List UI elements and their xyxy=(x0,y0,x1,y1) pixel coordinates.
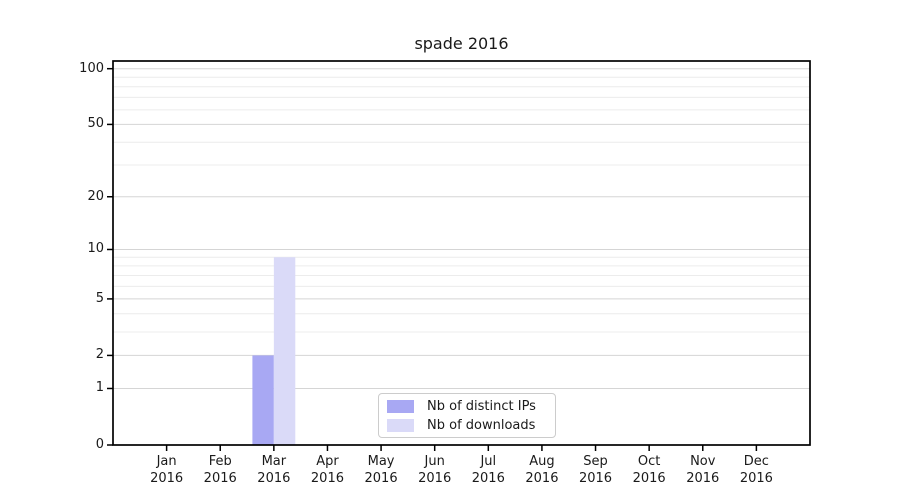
x-tick-label: Nov 2016 xyxy=(686,454,720,486)
chart-title: spade 2016 xyxy=(414,34,509,53)
x-tick-label: Apr 2016 xyxy=(310,454,344,486)
y-tick-label: 2 xyxy=(95,347,104,363)
x-tick-label: Aug 2016 xyxy=(525,454,559,486)
y-tick-label: 1 xyxy=(95,380,104,396)
bar-nb-of-downloads xyxy=(273,257,296,445)
bars xyxy=(252,257,296,445)
x-tick-label: Mar 2016 xyxy=(257,454,291,486)
x-tick-label: May 2016 xyxy=(364,454,398,486)
x-tick-label: Jul 2016 xyxy=(471,454,505,486)
legend-item-distinct-ips: Nb of distinct IPs xyxy=(387,399,549,414)
y-tick-label: 50 xyxy=(87,116,104,132)
y-tick-label: 5 xyxy=(95,290,104,306)
legend: Nb of distinct IPs Nb of downloads xyxy=(378,393,556,438)
y-tick-label: 100 xyxy=(79,60,104,76)
minor-gridlines xyxy=(113,76,810,333)
x-tick-label: Dec 2016 xyxy=(739,454,773,486)
bar-nb-of-distinct-ips xyxy=(252,355,274,445)
plot-border xyxy=(112,60,811,446)
y-tick-label: 0 xyxy=(95,437,104,452)
x-tick-label: Sep 2016 xyxy=(578,454,613,486)
legend-item-downloads: Nb of downloads xyxy=(387,418,549,433)
x-tick-label: Jan 2016 xyxy=(150,454,184,486)
y-tick-label: 10 xyxy=(87,241,104,257)
legend-label-downloads: Nb of downloads xyxy=(427,417,536,433)
legend-label-distinct-ips: Nb of distinct IPs xyxy=(427,398,536,414)
legend-swatch-downloads xyxy=(387,418,414,432)
y-tick-label: 20 xyxy=(87,188,104,204)
legend-swatch-distinct-ips xyxy=(387,399,414,413)
x-tick-label: Jun 2016 xyxy=(418,454,452,486)
axis-ticks xyxy=(107,67,758,451)
x-tick-label: Feb 2016 xyxy=(203,454,237,486)
major-gridlines xyxy=(113,68,810,389)
x-tick-label: Oct 2016 xyxy=(632,454,666,486)
